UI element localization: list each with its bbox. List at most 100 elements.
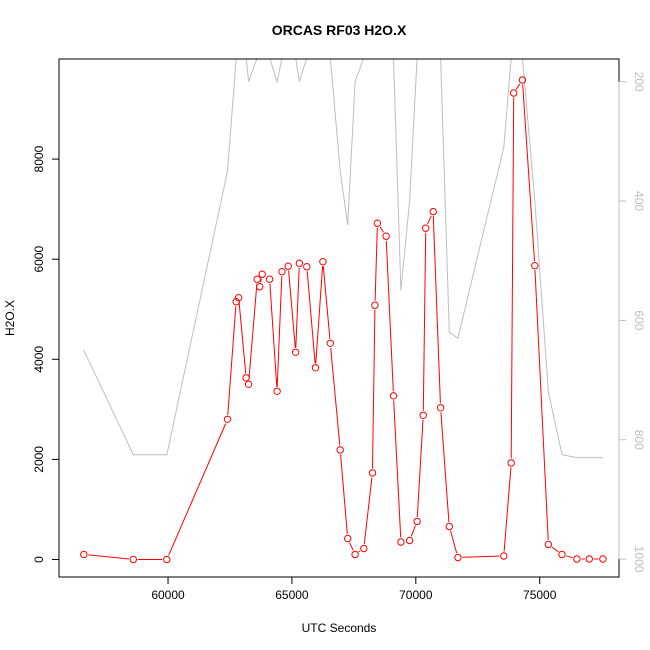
series-line-segment <box>379 226 385 233</box>
data-point <box>273 387 281 395</box>
series-line-segment <box>522 84 535 262</box>
series-line-segment <box>551 546 559 553</box>
series-line-segment <box>340 454 348 535</box>
data-point <box>445 522 453 531</box>
y2-tick-label: 1000 <box>632 546 646 573</box>
series-line-segment <box>260 278 262 283</box>
series-line-segment <box>462 555 500 558</box>
x-tick-label: 60000 <box>151 588 185 602</box>
y-axis-title: H2O.X <box>3 300 17 336</box>
data-point <box>311 364 320 372</box>
series-line-segment <box>503 467 512 552</box>
x-tick-label: 75000 <box>523 588 557 602</box>
series-line-segment <box>393 400 402 538</box>
data-point <box>500 552 508 560</box>
y2-tick-label: 400 <box>632 191 646 211</box>
series-line-segment <box>88 554 129 560</box>
series-line-segment <box>238 302 247 374</box>
series-line-segment <box>427 215 432 225</box>
data-point <box>278 268 286 276</box>
data-point <box>234 294 243 302</box>
y2-tick-label: 800 <box>632 430 646 450</box>
series-line-segment <box>349 542 354 551</box>
series-line-segment <box>295 267 300 348</box>
data-point <box>336 446 344 454</box>
data-point <box>419 411 427 419</box>
data-point <box>397 538 405 546</box>
series-line-segment <box>227 306 237 415</box>
series-line-segment <box>422 232 427 411</box>
data-point <box>429 207 437 216</box>
chart-title: ORCAS RF03 H2O.X <box>272 22 407 38</box>
data-point <box>585 555 593 563</box>
data-point <box>436 404 445 412</box>
y2-tick-label: 600 <box>632 310 646 330</box>
series-line-segment <box>363 477 373 545</box>
series-line-segment <box>534 270 549 541</box>
data-point <box>544 540 553 549</box>
series-line-segment <box>358 550 361 553</box>
data-point <box>573 555 581 563</box>
series-line-segment <box>306 271 316 364</box>
series-line-segment <box>416 419 424 518</box>
x-tick-label: 70000 <box>399 588 433 602</box>
primary-series-layer <box>80 76 607 564</box>
data-point <box>326 339 334 347</box>
data-point <box>389 392 398 400</box>
data-point <box>265 275 274 283</box>
series-line-segment <box>330 347 341 446</box>
series-line-segment <box>374 227 378 301</box>
series-line-segment <box>288 270 296 348</box>
series-line-segment <box>510 97 515 459</box>
data-point <box>382 232 390 240</box>
data-point <box>253 275 261 283</box>
y-tick-label: 2000 <box>32 446 46 473</box>
data-point <box>258 270 266 278</box>
y-tick-label: 6000 <box>32 246 46 273</box>
data-point <box>284 262 292 270</box>
series-line-segment <box>269 283 278 387</box>
y-tick-label: 0 <box>32 556 46 563</box>
series-line-segment <box>315 266 324 364</box>
series-line-segment <box>276 276 283 387</box>
y-tick-label: 4000 <box>32 346 46 373</box>
data-point <box>351 550 359 559</box>
data-point <box>291 348 300 356</box>
data-point <box>558 550 566 559</box>
data-point <box>244 380 253 388</box>
data-point <box>319 258 327 266</box>
data-point <box>232 298 240 306</box>
series-line-segment <box>515 83 521 90</box>
series-line-segment <box>410 525 416 537</box>
data-point <box>303 263 311 271</box>
series-line-segment <box>248 283 258 380</box>
data-point <box>413 517 421 526</box>
x-axis-title: UTC Seconds <box>302 621 377 635</box>
data-point <box>518 76 527 84</box>
series-line-segment <box>322 266 331 339</box>
series-line-segment <box>385 240 394 392</box>
data-point <box>223 415 232 423</box>
data-point <box>373 219 382 227</box>
x-tick-label: 65000 <box>275 588 309 602</box>
series-line-segment <box>432 216 441 404</box>
data-point <box>80 550 88 559</box>
y-tick-label: 8000 <box>32 145 46 172</box>
series-line-segment <box>450 530 458 554</box>
data-point <box>163 555 171 564</box>
x-axis: 60000 65000 70000 75000 <box>151 576 557 602</box>
series-line-segment <box>440 412 450 523</box>
y2-tick-label: 200 <box>632 72 646 92</box>
series-line-segment <box>372 309 376 469</box>
y-axis: 0 2000 4000 6000 8000 <box>32 145 60 563</box>
data-point <box>510 89 518 97</box>
data-point <box>507 459 515 467</box>
data-point <box>531 262 539 270</box>
data-point <box>360 544 368 553</box>
data-point <box>368 469 377 477</box>
data-point <box>344 534 352 543</box>
data-point <box>422 224 430 232</box>
data-point <box>454 553 462 562</box>
